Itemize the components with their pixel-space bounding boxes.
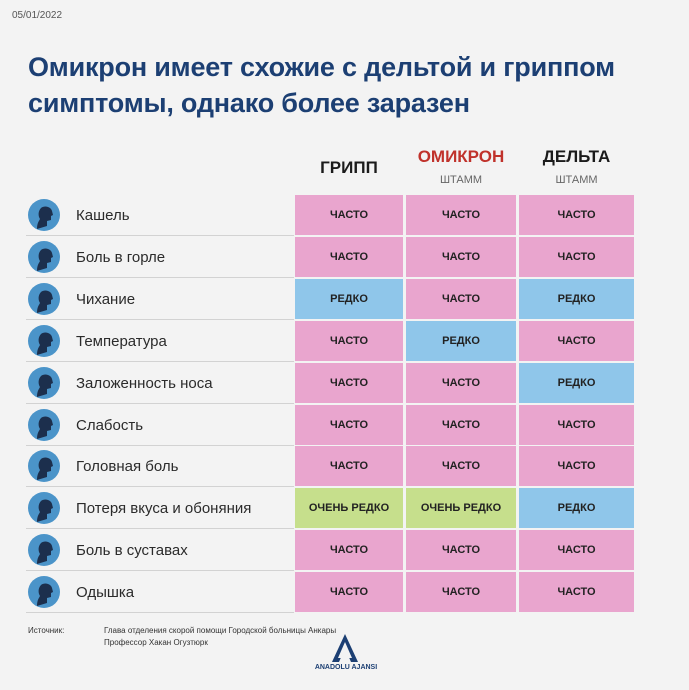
table-cell: ЧАСТО [406,404,516,445]
row-separator [26,360,294,362]
symptom-label: Боль в суставах [76,542,188,560]
symptom-icon [28,492,60,525]
symptom-icon [28,366,60,399]
column-header: ГРИПП [320,158,378,177]
table-cell: ЧАСТО [519,236,634,277]
symptom-label: Слабость [76,416,144,434]
table-cell: РЕДКО [519,362,634,403]
row-separator [26,444,294,446]
symptom-icon [28,240,60,273]
column-header: ДЕЛЬТА [542,147,611,166]
row-separator [26,528,294,530]
row-separator [26,276,294,278]
table-cell: РЕДКО [406,320,516,361]
symptom-icon [28,576,60,609]
table-cell: ЧАСТО [406,236,516,277]
symptom-label: Заложенность носа [76,374,213,392]
row-separator [26,402,294,404]
table-cell: РЕДКО [295,278,403,319]
table-cell: ЧАСТО [519,530,634,571]
table-cell: ЧАСТО [295,572,403,613]
symptom-icon [28,324,60,357]
column-subheader: ШТАММ [439,174,483,186]
table-cell: ЧАСТО [519,320,634,361]
source-line: Профессор Хакан Огузтюрк [104,638,208,647]
logo-mark [332,634,358,662]
date: 05/01/2022 [12,10,63,21]
column-header: ОМИКРОН [417,147,505,166]
symptom-label: Боль в горле [76,248,166,266]
logo-text: ANADOLU AJANSI [314,664,378,671]
table-cell: ЧАСТО [295,236,403,277]
symptom-icon [28,408,60,441]
table-cell: ЧАСТО [406,195,516,235]
table-cell: РЕДКО [519,278,634,319]
table-cell: ЧАСТО [406,278,516,319]
table-cell: ЧАСТО [519,195,634,235]
table-cell: ОЧЕНЬ РЕДКО [406,488,516,529]
table-cell: РЕДКО [519,488,634,529]
symptom-label: Температура [76,332,167,350]
table-cell: ЧАСТО [519,572,634,613]
symptom-icon [28,199,60,231]
table-cell: ЧАСТО [295,530,403,571]
source-line: Глава отделения скорой помощи Городской … [104,626,337,635]
symptom-icon [28,282,60,315]
table-cell: ЧАСТО [406,446,516,487]
symptom-label: Головная боль [76,458,179,476]
table-cell: ЧАСТО [295,404,403,445]
table-cell: ЧАСТО [519,404,634,445]
row-separator [26,570,294,572]
table-cell: ОЧЕНЬ РЕДКО [295,488,403,529]
source-label: Источник: [28,626,65,635]
title: симптомы, однако более заразен [28,88,470,118]
symptom-label: Одышка [76,584,135,602]
symptom-label: Потеря вкуса и обоняния [76,500,252,518]
symptom-icon [28,450,60,483]
table-cell: ЧАСТО [406,530,516,571]
row-separator [26,612,294,614]
table-cell: ЧАСТО [295,362,403,403]
symptom-label: Чихание [76,290,136,308]
table-cell: ЧАСТО [295,446,403,487]
table-cell: ЧАСТО [519,446,634,487]
row-separator [26,318,294,320]
table-cell: ЧАСТО [295,320,403,361]
table-cell: ЧАСТО [295,195,403,235]
title: Омикрон имеет схожие с дельтой и гриппом [28,52,615,82]
table-cell: ЧАСТО [406,572,516,613]
symptom-label: Кашель [76,207,130,224]
row-separator [26,486,294,488]
row-separator [26,235,294,236]
column-subheader: ШТАММ [555,174,598,186]
symptom-icon [28,534,60,567]
table-cell: ЧАСТО [406,362,516,403]
